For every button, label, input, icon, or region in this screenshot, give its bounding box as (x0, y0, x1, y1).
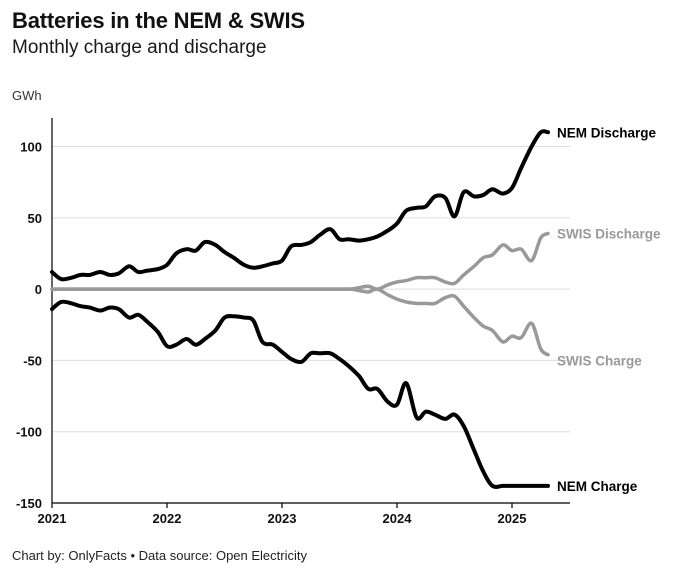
series-label-nem-charge: NEM Charge (557, 479, 638, 494)
x-tick-label-2022: 2022 (153, 511, 182, 526)
y-tick-label--150: -150 (16, 496, 42, 511)
chart-title: Batteries in the NEM & SWIS (12, 8, 305, 33)
series-label-nem-discharge: NEM Discharge (557, 125, 657, 140)
y-axis-unit-label: GWh (12, 88, 42, 103)
y-tick-label--100: -100 (16, 425, 42, 440)
series-line-nem-discharge (50, 129, 550, 282)
x-tick-label-2024: 2024 (383, 511, 413, 526)
x-tick-label-2021: 2021 (38, 511, 67, 526)
series-line-swis-discharge (50, 231, 550, 291)
series-label-swis-discharge: SWIS Discharge (557, 227, 661, 242)
y-tick-label-0: 0 (35, 282, 42, 297)
series-line-nem-charge (50, 299, 550, 489)
chart-subtitle: Monthly charge and discharge (12, 37, 267, 58)
y-tick-label-50: 50 (28, 211, 42, 226)
x-tick-label-2023: 2023 (268, 511, 297, 526)
x-tick-label-2025: 2025 (498, 511, 527, 526)
y-tick-label-100: 100 (20, 140, 42, 155)
chart-footer-credit: Chart by: OnlyFacts • Data source: Open … (12, 548, 307, 563)
series-line-swis-charge (50, 287, 550, 357)
series-label-swis-charge: SWIS Charge (557, 354, 642, 369)
y-tick-label--50: -50 (23, 353, 42, 368)
